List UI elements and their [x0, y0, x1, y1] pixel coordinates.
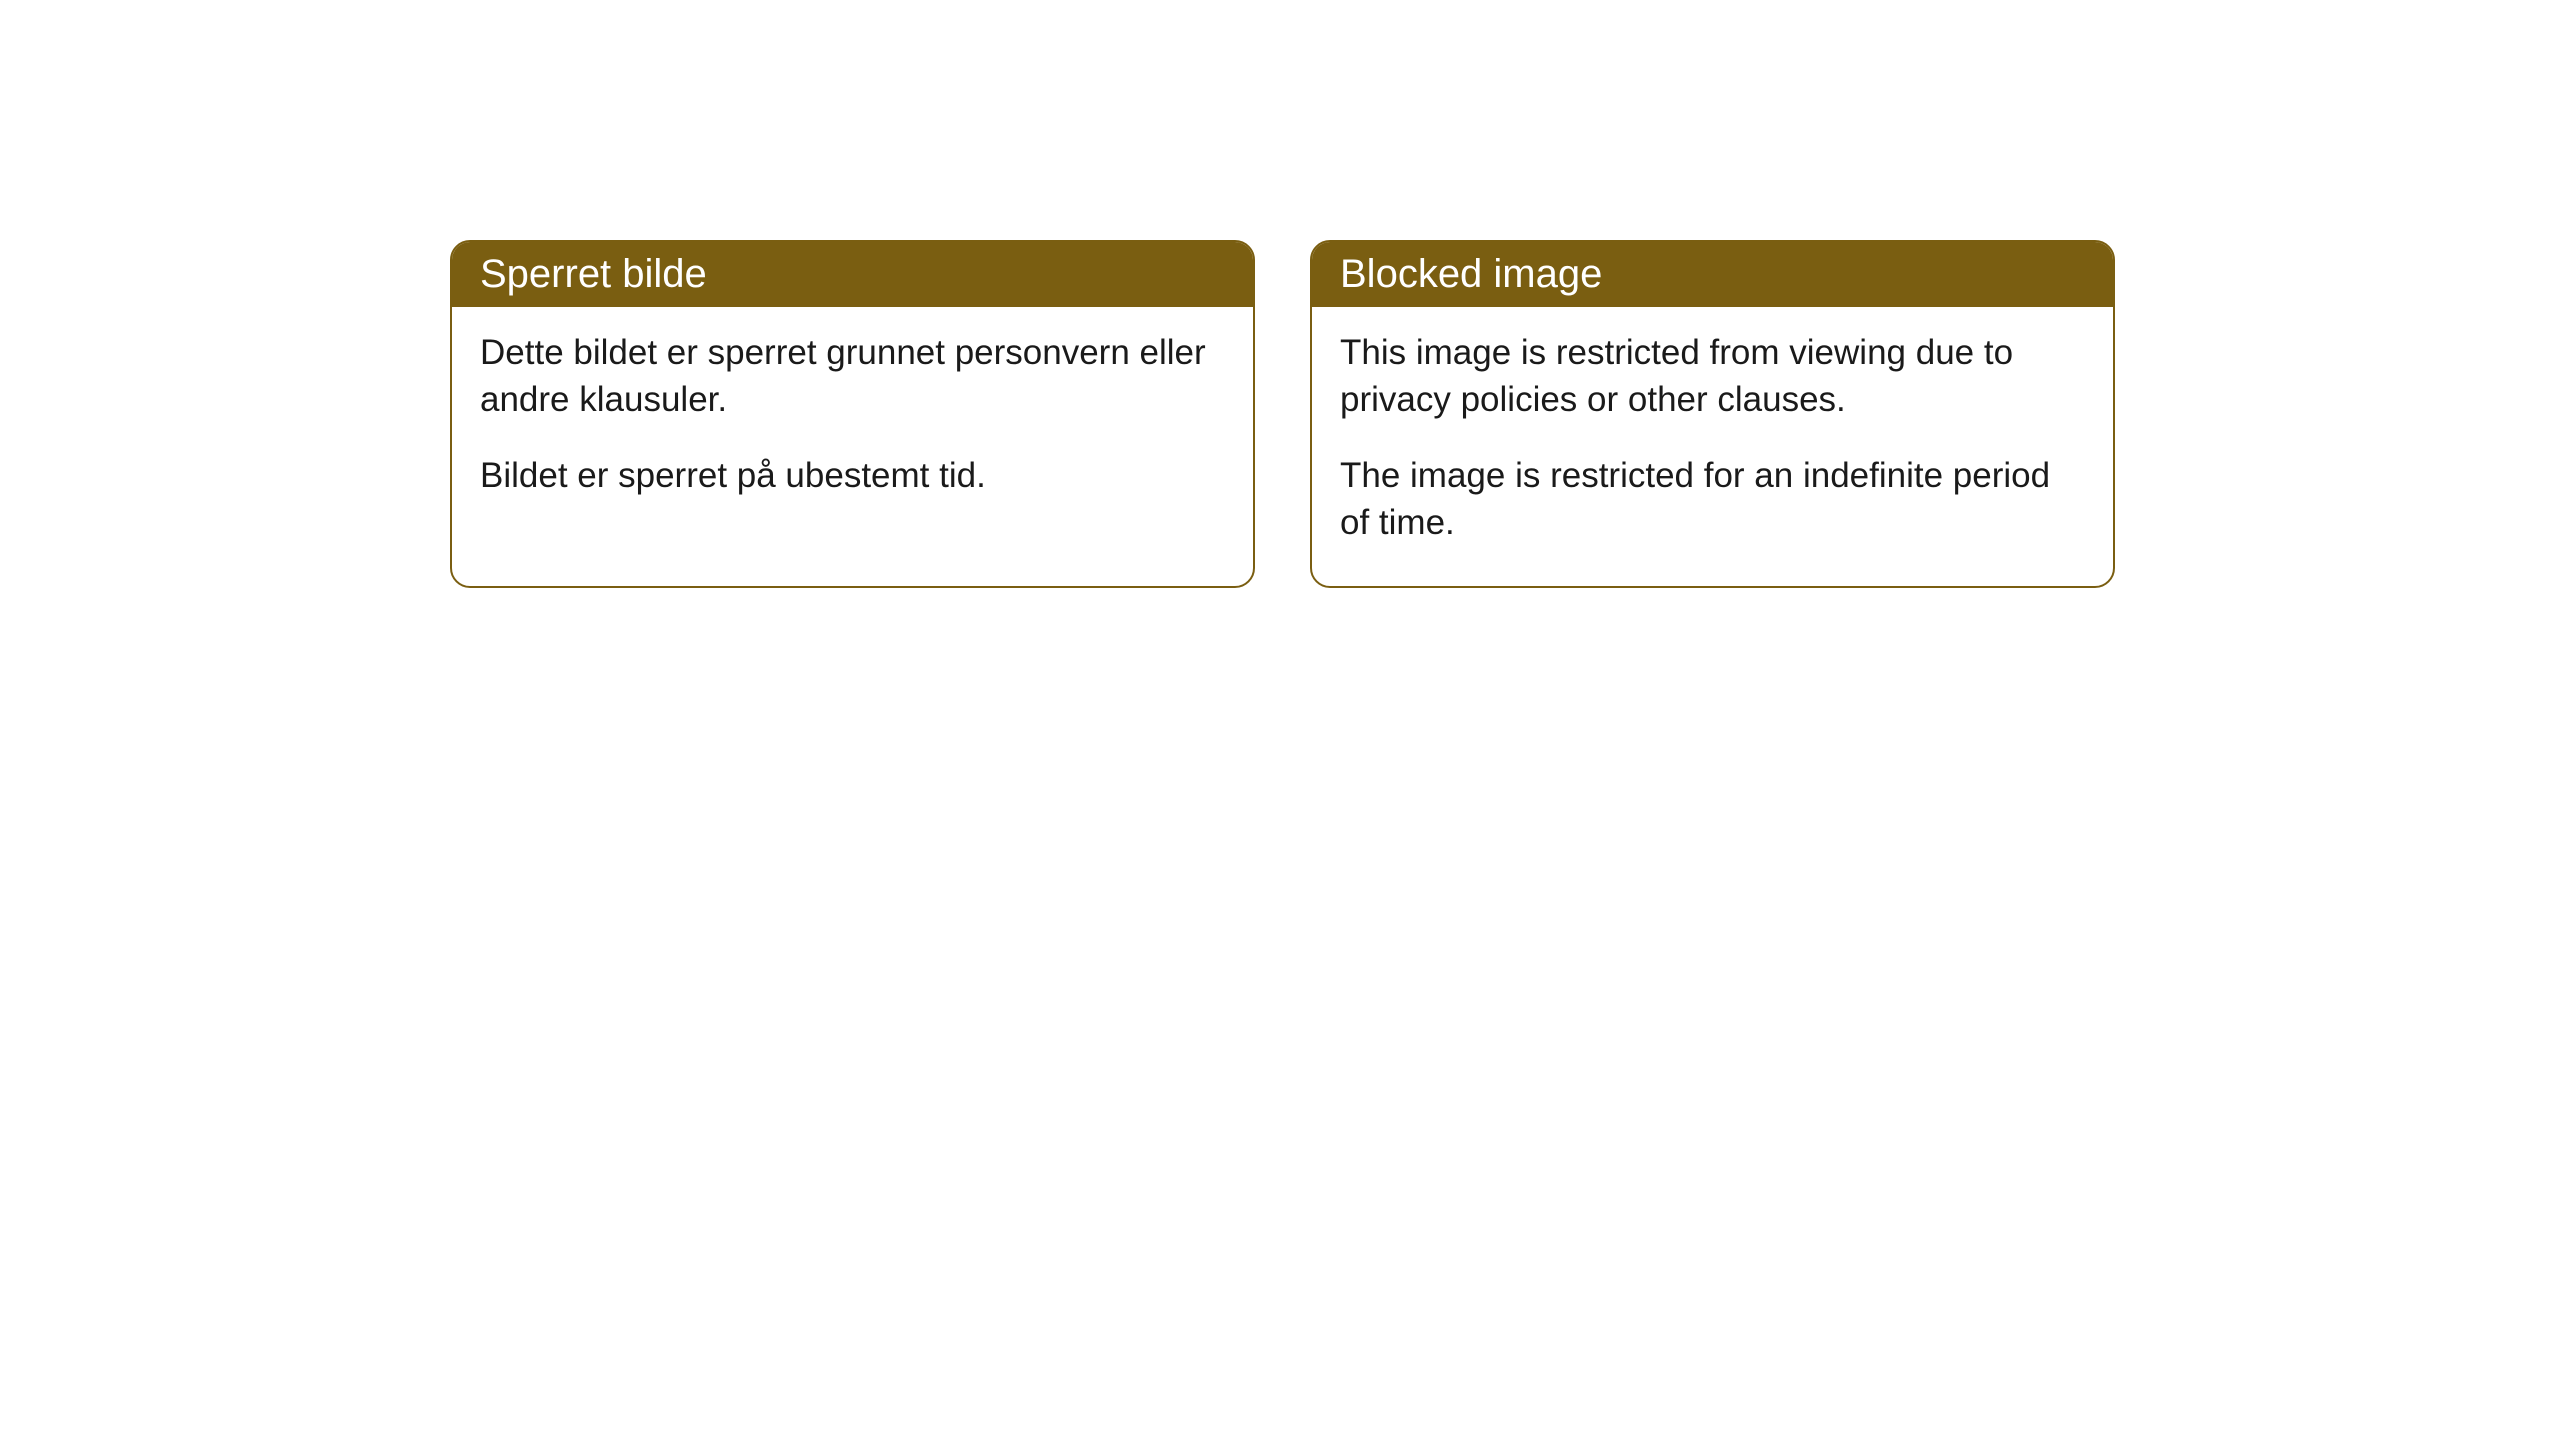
card-body: This image is restricted from viewing du…: [1312, 307, 2113, 586]
card-body: Dette bildet er sperret grunnet personve…: [452, 307, 1253, 539]
card-paragraph: The image is restricted for an indefinit…: [1340, 452, 2085, 547]
card-header: Blocked image: [1312, 242, 2113, 307]
notice-card-english: Blocked image This image is restricted f…: [1310, 240, 2115, 588]
card-paragraph: Bildet er sperret på ubestemt tid.: [480, 452, 1225, 499]
notice-card-norwegian: Sperret bilde Dette bildet er sperret gr…: [450, 240, 1255, 588]
card-title: Blocked image: [1340, 252, 1602, 296]
card-title: Sperret bilde: [480, 252, 707, 296]
card-header: Sperret bilde: [452, 242, 1253, 307]
notice-cards-container: Sperret bilde Dette bildet er sperret gr…: [450, 240, 2115, 588]
card-paragraph: This image is restricted from viewing du…: [1340, 329, 2085, 424]
card-paragraph: Dette bildet er sperret grunnet personve…: [480, 329, 1225, 424]
